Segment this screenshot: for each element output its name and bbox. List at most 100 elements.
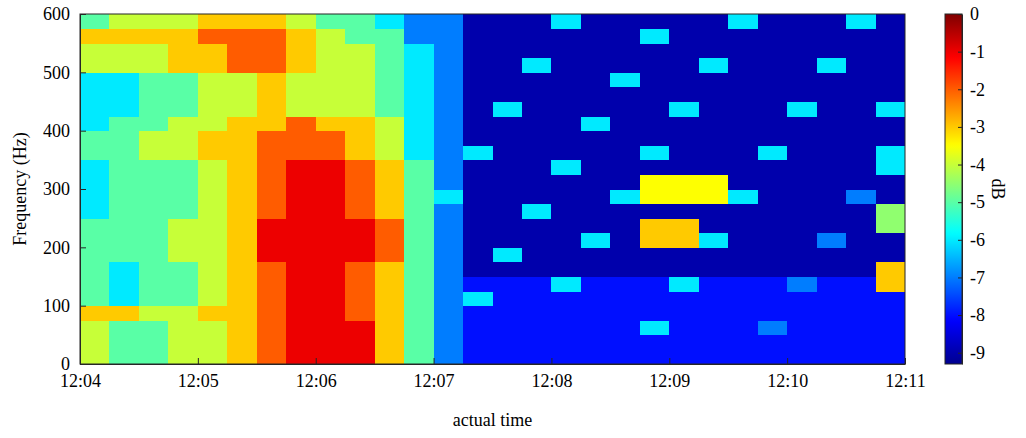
cell bbox=[168, 102, 198, 117]
cell bbox=[817, 43, 847, 58]
cell bbox=[669, 262, 699, 277]
cell bbox=[817, 87, 847, 102]
cell bbox=[80, 174, 110, 189]
cell bbox=[728, 145, 758, 160]
cell bbox=[227, 277, 257, 292]
tick: -2 bbox=[958, 80, 985, 100]
colorbar-title: dB bbox=[988, 178, 1008, 199]
cell bbox=[669, 72, 699, 87]
cell bbox=[227, 58, 257, 73]
cell bbox=[227, 145, 257, 160]
cell bbox=[109, 349, 139, 364]
cell bbox=[610, 29, 640, 44]
cell bbox=[493, 247, 523, 262]
cell bbox=[227, 247, 257, 262]
cell bbox=[876, 58, 905, 73]
tick-label: -5 bbox=[970, 192, 985, 212]
cell bbox=[640, 306, 670, 321]
cell bbox=[876, 320, 905, 335]
cell bbox=[227, 72, 257, 87]
cell bbox=[817, 218, 847, 233]
cell bbox=[463, 277, 493, 292]
cell bbox=[640, 277, 670, 292]
cell bbox=[787, 320, 817, 335]
cell bbox=[551, 58, 581, 73]
colorbar-axis: 0-1-2-3-4-5-6-7-8-9 bbox=[958, 4, 985, 364]
cell bbox=[257, 58, 287, 73]
axis-line bbox=[81, 364, 906, 365]
cell bbox=[227, 14, 257, 29]
cell bbox=[109, 291, 139, 306]
cell bbox=[139, 43, 169, 58]
cell bbox=[345, 58, 375, 73]
cell bbox=[493, 218, 523, 233]
cell bbox=[522, 277, 552, 292]
cell bbox=[551, 262, 581, 277]
plot-background bbox=[80, 14, 905, 364]
cell bbox=[758, 58, 788, 73]
cell bbox=[581, 14, 611, 29]
cell bbox=[434, 14, 464, 29]
cell bbox=[139, 204, 169, 219]
cell bbox=[876, 87, 905, 102]
cell bbox=[610, 189, 640, 204]
cell bbox=[522, 335, 552, 350]
cell bbox=[168, 189, 198, 204]
cell bbox=[876, 277, 905, 292]
cell bbox=[728, 29, 758, 44]
cell bbox=[551, 218, 581, 233]
cell bbox=[198, 277, 228, 292]
tick: 12:07 bbox=[414, 358, 455, 391]
cell bbox=[758, 14, 788, 29]
cell bbox=[640, 189, 670, 204]
cell bbox=[434, 116, 464, 131]
cell bbox=[876, 247, 905, 262]
cell bbox=[404, 277, 434, 292]
cell bbox=[375, 116, 405, 131]
cell bbox=[610, 58, 640, 73]
cell bbox=[493, 349, 523, 364]
tick-mark bbox=[958, 14, 962, 15]
cell bbox=[493, 335, 523, 350]
cell bbox=[404, 189, 434, 204]
cell bbox=[699, 306, 729, 321]
tick-label: 12:10 bbox=[767, 371, 808, 391]
y-axis-title: Frequency (Hz) bbox=[10, 132, 31, 245]
cell bbox=[404, 160, 434, 175]
cell bbox=[846, 349, 876, 364]
cell bbox=[80, 320, 110, 335]
cell bbox=[227, 131, 257, 146]
cell bbox=[198, 349, 228, 364]
cell bbox=[551, 43, 581, 58]
cell bbox=[286, 87, 316, 102]
cell bbox=[522, 102, 552, 117]
tick-mark bbox=[958, 240, 962, 241]
cell bbox=[758, 233, 788, 248]
cell bbox=[610, 145, 640, 160]
cell bbox=[404, 218, 434, 233]
cell bbox=[846, 189, 876, 204]
cell bbox=[434, 204, 464, 219]
cell bbox=[316, 43, 346, 58]
cell bbox=[728, 72, 758, 87]
cell bbox=[434, 320, 464, 335]
cell bbox=[404, 204, 434, 219]
cell bbox=[728, 247, 758, 262]
cell bbox=[846, 277, 876, 292]
cell bbox=[80, 14, 110, 29]
cell bbox=[345, 204, 375, 219]
tick-mark bbox=[958, 202, 962, 203]
cells bbox=[80, 14, 905, 364]
cell bbox=[227, 233, 257, 248]
tick-mark bbox=[316, 358, 317, 364]
cell bbox=[345, 29, 375, 44]
cell bbox=[463, 43, 493, 58]
cell bbox=[581, 349, 611, 364]
cell bbox=[817, 58, 847, 73]
cell bbox=[139, 247, 169, 262]
cell bbox=[109, 174, 139, 189]
cell bbox=[640, 262, 670, 277]
cell bbox=[522, 131, 552, 146]
cell bbox=[463, 29, 493, 44]
cell bbox=[375, 277, 405, 292]
